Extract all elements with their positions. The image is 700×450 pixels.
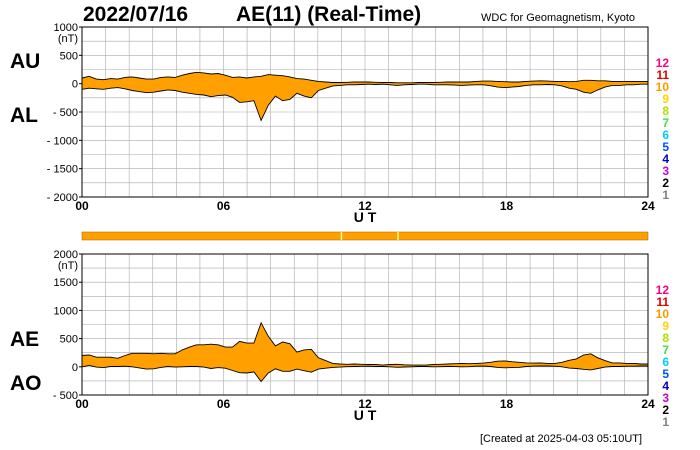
legend-entry: 11 [656,295,669,309]
x-tick-label: 00 [75,199,89,213]
station-status-bar [81,231,649,241]
legend-entry: 10 [656,307,670,321]
y-tick-label: 1000 [54,305,78,317]
legend-entry: 10 [656,80,670,94]
label-ao: AO [10,372,42,395]
legend-entry: 8 [662,331,669,345]
x-tick-label: 24 [641,397,655,411]
y-tick-label: 0 [72,362,78,374]
chart-title: AE(11) (Real-Time) [236,3,422,26]
legend-entry: 8 [662,104,669,118]
legend-entry: 7 [662,343,669,357]
y-tick-label: 1500 [54,277,78,289]
series-line-ao [81,364,648,383]
y-tick-label: 2000 [54,249,78,261]
x-axis-label: U T [354,407,377,423]
y-tick-label: - 2000 [47,192,78,204]
legend-entry: 2 [662,176,669,190]
legend-entry: 3 [662,391,669,405]
x-tick-label: 12 [358,199,372,213]
x-tick-label: 12 [358,397,372,411]
legend-entry: 12 [656,56,670,70]
label-ae: AE [10,328,40,351]
plot-frame [81,253,649,396]
y-tick-label: 0 [72,79,78,91]
organization-label: WDC for Geomagnetism, Kyoto [481,12,636,24]
x-tick-label: 06 [217,397,231,411]
legend-entry: 1 [662,188,669,202]
legend-entry: 5 [662,140,669,154]
created-timestamp: [Created at 2025-04-03 05:10UT] [480,433,643,445]
legend-entry: 7 [662,116,669,130]
legend-entry: 12 [656,283,670,297]
legend-entry: 3 [662,164,669,178]
label-al: AL [10,104,38,127]
legend-entry: 4 [662,379,669,393]
y-tick-label: 500 [60,334,78,346]
x-tick-label: 18 [500,199,514,213]
x-tick-label: 06 [217,199,231,213]
series-band-fill [82,322,648,382]
legend-entry: 11 [656,68,669,82]
y-tick-label: - 500 [53,107,78,119]
legend-entry: 6 [662,355,669,369]
x-tick-label: 24 [641,199,655,213]
y-tick-label: 500 [60,50,78,62]
label-au: AU [10,50,41,73]
y-unit-label: (nT) [58,33,78,45]
y-tick-label: - 500 [53,390,78,402]
legend-entry: 4 [662,152,669,166]
legend-entry: 2 [662,403,669,417]
x-tick-label: 18 [500,397,514,411]
legend-entry: 9 [662,319,669,333]
date-label: 2022/07/16 [83,3,189,26]
x-axis-label: U T [354,209,377,225]
legend-entry: 9 [662,92,669,106]
series-line-au [81,71,648,84]
y-tick-label: - 1000 [47,135,78,147]
legend-entry: 6 [662,128,669,142]
y-tick-label: - 1500 [47,164,78,176]
series-line-ae [81,321,648,366]
x-tick-label: 00 [75,397,89,411]
series-line-al [81,83,648,122]
y-unit-label: (nT) [58,260,78,272]
legend-entry: 5 [662,367,669,381]
legend-entry: 1 [662,415,669,429]
y-tick-label: 1000 [54,22,78,34]
series-band-fill [82,72,648,121]
